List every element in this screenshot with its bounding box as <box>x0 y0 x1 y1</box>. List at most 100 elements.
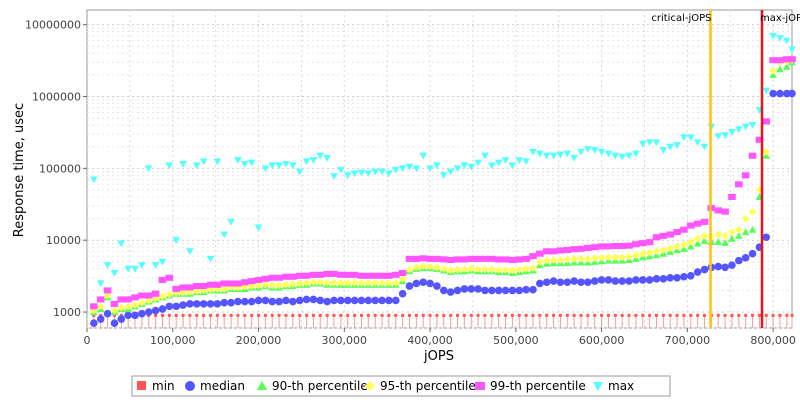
point-median <box>144 308 153 316</box>
point-99-th-percentile <box>282 273 290 280</box>
point-min <box>538 313 542 317</box>
point-99-th-percentile <box>398 269 407 277</box>
point-min <box>572 313 576 317</box>
point-median <box>481 286 489 295</box>
point-min <box>373 313 377 317</box>
point-min <box>263 313 267 317</box>
point-min <box>421 313 425 317</box>
point-95-th-percentile <box>96 302 105 311</box>
point-max <box>439 172 448 180</box>
legend-swatch-min <box>137 381 146 390</box>
point-max <box>474 159 482 167</box>
point-95-th-percentile <box>398 275 407 283</box>
point-max <box>788 46 796 54</box>
point-median <box>501 286 510 295</box>
point-min <box>751 313 755 317</box>
point-median <box>350 296 359 305</box>
point-max <box>323 154 331 162</box>
point-median <box>309 295 318 304</box>
point-95-th-percentile <box>693 234 702 243</box>
point-median <box>556 278 565 287</box>
point-max <box>172 237 180 245</box>
point-max <box>700 143 709 151</box>
point-min <box>353 313 357 317</box>
point-min <box>414 313 418 317</box>
point-95-th-percentile <box>460 265 469 273</box>
point-95-th-percentile <box>618 253 626 262</box>
point-max <box>604 150 613 158</box>
legend-label-max: max <box>608 379 634 393</box>
point-median <box>597 276 606 284</box>
point-max <box>227 218 235 226</box>
point-max <box>714 133 723 141</box>
point-median <box>295 296 304 305</box>
point-99-th-percentile <box>460 256 469 263</box>
point-99-th-percentile <box>529 253 537 260</box>
point-min <box>613 313 617 317</box>
point-median <box>446 288 455 296</box>
point-min <box>531 313 535 317</box>
point-min <box>545 313 549 317</box>
point-max <box>398 165 407 173</box>
point-min <box>764 313 768 317</box>
point-median <box>666 273 675 282</box>
point-max <box>556 151 565 159</box>
point-median <box>103 309 112 318</box>
point-median <box>124 311 132 320</box>
point-95-th-percentile <box>289 280 297 288</box>
point-max <box>192 162 201 170</box>
point-median <box>179 301 187 309</box>
point-min <box>188 313 192 317</box>
point-90-th-percentile <box>769 71 777 78</box>
point-95-th-percentile <box>741 214 750 223</box>
point-median <box>206 300 215 308</box>
point-95-th-percentile <box>357 279 366 287</box>
point-median <box>522 285 530 294</box>
point-max <box>220 231 229 239</box>
x-axis-title: jOPS <box>423 349 454 364</box>
point-95-th-percentile <box>453 265 462 274</box>
point-max <box>131 265 139 273</box>
point-max <box>529 148 537 156</box>
point-95-th-percentile <box>556 256 565 264</box>
point-99-th-percentile <box>652 234 661 241</box>
legend-swatch-99-th-percentile <box>475 382 485 390</box>
point-99-th-percentile <box>748 152 757 159</box>
point-median <box>748 249 757 258</box>
legend-label-99-th-percentile: 99-th percentile <box>490 379 586 393</box>
point-95-th-percentile <box>549 256 558 264</box>
point-99-th-percentile <box>481 255 489 262</box>
point-min <box>689 313 693 317</box>
legend-label-90-th-percentile: 90-th percentile <box>272 379 368 393</box>
point-max <box>357 169 366 177</box>
point-99-th-percentile <box>186 284 194 291</box>
point-max <box>762 87 771 95</box>
point-95-th-percentile <box>638 249 647 258</box>
point-99-th-percentile <box>144 292 153 299</box>
point-min <box>442 313 446 317</box>
point-median <box>474 285 482 293</box>
point-max <box>103 262 112 269</box>
point-max <box>309 157 318 164</box>
point-median <box>488 286 496 295</box>
point-99-th-percentile <box>275 274 283 281</box>
point-95-th-percentile <box>439 265 448 273</box>
point-median <box>302 295 311 304</box>
point-median <box>398 289 407 298</box>
point-min <box>627 313 631 317</box>
y-tick-label: 10000 <box>46 234 81 247</box>
point-95-th-percentile <box>481 265 489 273</box>
point-99-th-percentile <box>714 207 723 214</box>
point-median <box>467 285 476 293</box>
point-99-th-percentile <box>254 276 263 283</box>
point-90-th-percentile <box>741 228 750 236</box>
point-95-th-percentile <box>625 252 633 261</box>
point-median <box>536 279 544 288</box>
point-max <box>268 162 277 170</box>
point-max <box>289 162 297 170</box>
point-95-th-percentile <box>391 279 400 287</box>
point-90-th-percentile <box>714 238 723 245</box>
point-max <box>638 140 647 148</box>
point-95-th-percentile <box>330 279 338 287</box>
point-99-th-percentile <box>426 255 434 262</box>
